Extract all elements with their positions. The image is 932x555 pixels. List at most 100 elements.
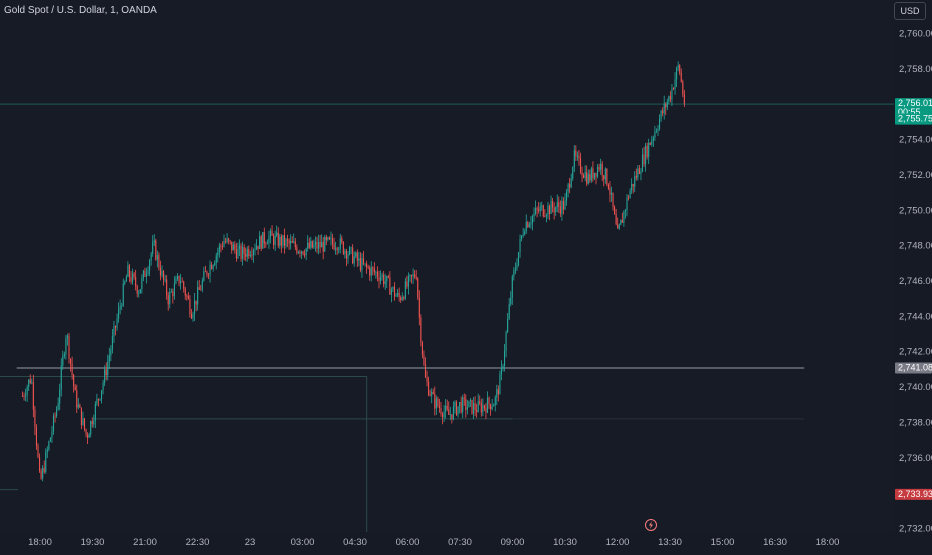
candle-body [237,248,239,259]
candle-body [87,434,89,438]
candle-body [34,409,36,428]
candle-body [655,130,657,132]
candle [283,228,285,254]
candle-body [71,363,73,375]
candle-body [70,358,72,364]
price-axis[interactable] [894,0,932,550]
candle [308,237,310,249]
candle [101,389,103,404]
candle-body [21,395,24,397]
candle-body [672,88,675,90]
candle-body [217,251,219,256]
candle-body [420,317,422,343]
candle [339,233,341,254]
candle [60,358,62,397]
candle-body [631,183,633,191]
candle [56,406,58,419]
candle [483,404,485,411]
candle-body [603,175,605,180]
candle-body [155,240,157,260]
candle [63,351,65,359]
candle [169,288,171,309]
candle-body [356,252,358,261]
candle-body [207,274,210,276]
candle [595,172,597,185]
candle [65,334,67,360]
candle-body [666,101,668,108]
candle-body [88,434,90,438]
candle [45,448,47,474]
candle [257,245,259,255]
candle [370,261,372,282]
candle [482,398,484,417]
candle-body [395,295,397,297]
candle-series [21,61,685,482]
candle-body [79,404,81,408]
candle-body [423,354,425,365]
candle [181,277,183,283]
candle [610,186,613,202]
candle [206,270,208,278]
candle-body [646,145,648,157]
candle-body [355,252,357,257]
y-tick-label: 2,752.000 [899,170,932,181]
candle-body [657,128,659,131]
candle [624,208,626,219]
candle [107,354,109,381]
candle [621,212,623,223]
candle [614,205,616,215]
candle-body [327,237,329,240]
candle-body [490,404,492,410]
candle-body [313,244,315,248]
candle-body [578,155,580,158]
candle [57,397,59,411]
candle [457,406,459,418]
candle-body [547,205,549,216]
candle [550,195,552,215]
candle [333,237,335,251]
candle [194,293,196,322]
candle [71,356,73,380]
candle [609,181,611,203]
candle [655,128,657,134]
candle-body [299,251,301,254]
candle-body [161,271,163,276]
candle-body [54,415,56,417]
candle-body [638,168,640,174]
candle-body [235,249,237,259]
candle-body [618,224,620,229]
candle [500,360,502,381]
candle-body [166,279,168,296]
candle [54,412,56,423]
x-tick-label: 10:30 [553,537,577,548]
candle [589,169,591,184]
candle [144,267,146,277]
candle [282,235,284,249]
candle-body [25,395,27,397]
candle-body [187,295,189,299]
last-price-badge-text: 2,756.010 [898,98,932,108]
candle-body [507,318,509,333]
candle-body [635,176,637,178]
time-axis[interactable] [0,532,894,550]
candle-body [114,325,117,328]
candle-body [245,253,247,257]
candle [155,238,157,261]
currency-button[interactable]: USD [894,2,926,20]
candle [39,453,41,473]
candle-body [249,254,251,256]
candle-body [476,410,478,412]
candle-body [333,243,335,250]
x-tick-label: 04:30 [343,537,367,548]
candle-body [614,206,616,215]
candle-body [118,308,120,319]
candle-body [133,273,135,277]
candle [203,266,205,282]
candle [352,244,354,265]
candle-body [417,278,419,298]
last-price-badge: 2,756.01000:55 [895,98,932,117]
x-tick-label: 23 [245,537,256,548]
candle [302,250,304,256]
